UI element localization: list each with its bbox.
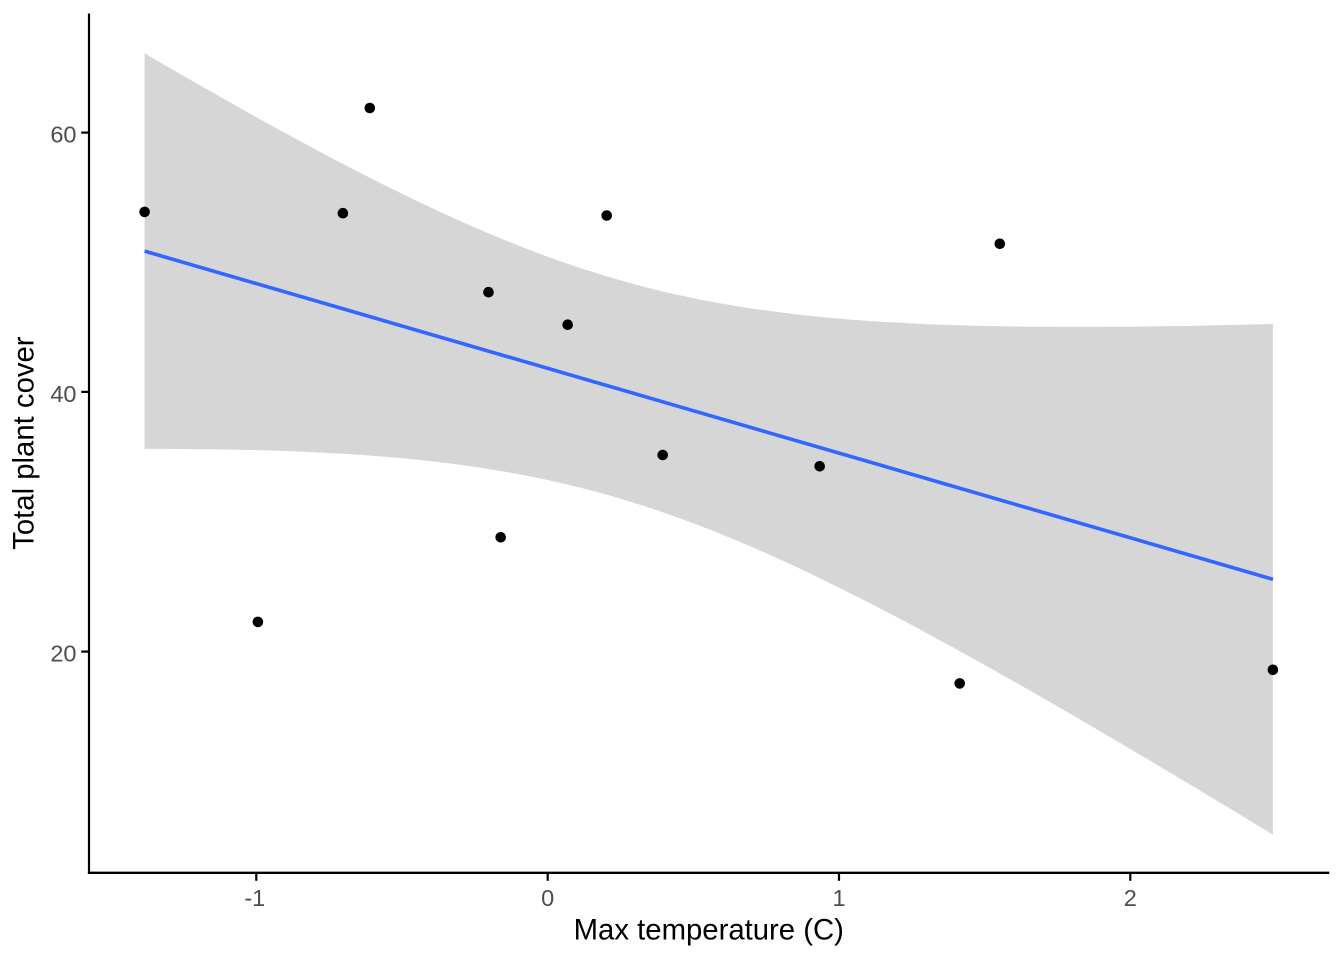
svg-text:20: 20	[50, 641, 76, 667]
svg-text:Total plant cover: Total plant cover	[8, 336, 41, 550]
svg-text:1: 1	[832, 885, 845, 911]
svg-text:Max temperature (C): Max temperature (C)	[574, 913, 844, 946]
svg-text:40: 40	[50, 381, 76, 407]
svg-text:2: 2	[1124, 885, 1137, 911]
svg-text:0: 0	[541, 885, 554, 911]
svg-text:-1: -1	[244, 885, 265, 911]
svg-text:60: 60	[50, 122, 76, 148]
